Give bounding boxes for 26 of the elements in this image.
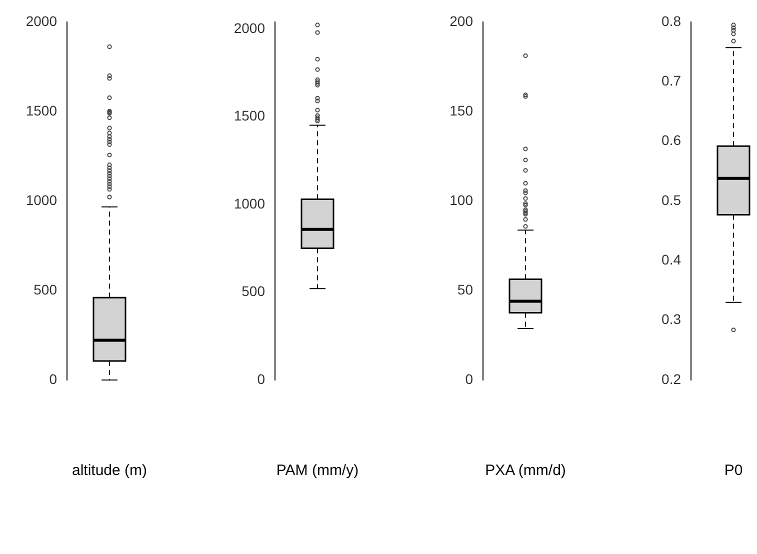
y-tick-label: 1000 xyxy=(26,192,58,208)
x-tick-label: PAM (mm/y) xyxy=(276,462,359,480)
y-tick-label: 0.8 xyxy=(662,12,682,29)
y-tick-label: 2000 xyxy=(234,20,266,36)
y-tick-label: 0 xyxy=(49,370,58,387)
y-tick-label: 0.3 xyxy=(662,311,682,328)
y-tick-label: 0 xyxy=(257,370,266,387)
x-tick-label: PXA (mm/d) xyxy=(485,462,566,480)
y-tick-label: 0.5 xyxy=(662,192,682,208)
y-tick-label: 100 xyxy=(450,192,474,208)
y-tick-label: 1500 xyxy=(26,102,58,118)
y-tick-label: 0.2 xyxy=(662,370,682,387)
y-tick-label: 1500 xyxy=(234,108,266,124)
y-tick-label: 1000 xyxy=(234,195,266,212)
x-tick-label: altitude (m) xyxy=(72,462,148,480)
y-tick-label: 500 xyxy=(34,281,58,298)
y-tick-label: 0.7 xyxy=(662,72,682,89)
y-tick-label: 200 xyxy=(450,12,474,29)
y-tick-label: 0.6 xyxy=(662,132,682,148)
x-tick-label: P0 xyxy=(724,462,743,480)
y-tick-label: 0.4 xyxy=(662,252,682,268)
y-tick-label: 2000 xyxy=(26,12,58,29)
y-tick-label: 500 xyxy=(242,283,266,300)
y-tick-label: 0 xyxy=(465,370,474,387)
y-tick-label: 150 xyxy=(450,102,474,118)
y-tick-label: 50 xyxy=(457,281,474,298)
